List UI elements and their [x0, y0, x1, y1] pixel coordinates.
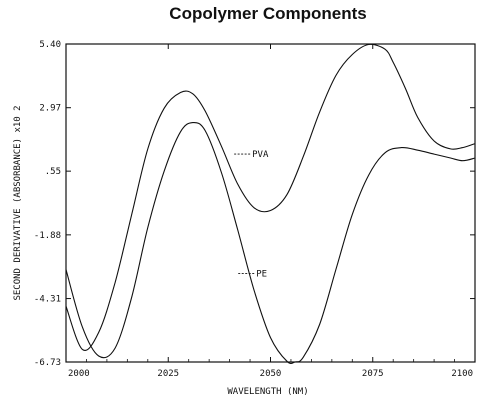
y-tick-label: 5.40: [39, 40, 61, 50]
series-line-pva: [65, 43, 476, 351]
chart-title: Copolymer Components: [169, 4, 366, 23]
y-tick-label: 2.97: [39, 104, 61, 114]
y-tick-label: -4.31: [34, 295, 61, 305]
x-axis: 2000 2025 2050 2075 2100: [65, 44, 476, 379]
x-tick-label: 2000: [68, 369, 90, 379]
series-label-pva: PVA: [252, 150, 269, 160]
series-line-pe: [65, 121, 476, 364]
x-tick-label: 2100: [451, 369, 473, 379]
y-tick-label: .55: [45, 167, 61, 177]
y-tick-label: -6.73: [34, 358, 61, 368]
x-axis-label: WAVELENGTH (NM): [227, 387, 308, 397]
y-axis-label: SECOND DERIVATIVE (ABSORBANCE) x10 2: [13, 105, 23, 300]
inline-legend: PVA PE: [234, 150, 269, 279]
series-label-pe: PE: [256, 269, 267, 279]
x-tick-label: 2075: [362, 369, 384, 379]
y-tick-label: -1.88: [34, 231, 61, 241]
x-tick-label: 2050: [260, 369, 282, 379]
series-layer: [65, 43, 476, 364]
x-tick-label: 2025: [157, 369, 179, 379]
y-axis: 5.40 2.97 .55 -1.88 -4.31 -6.73: [34, 40, 475, 368]
